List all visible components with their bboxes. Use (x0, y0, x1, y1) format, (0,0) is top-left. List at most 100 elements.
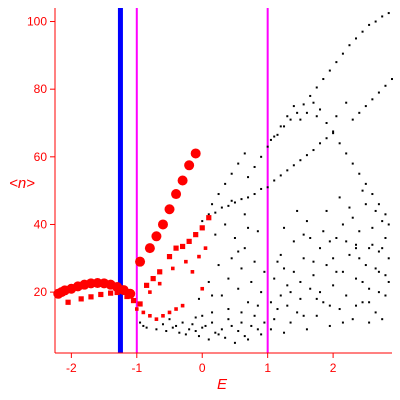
black-point (197, 297, 200, 300)
black-point (286, 169, 289, 172)
red-circle-point (164, 204, 175, 215)
black-point (247, 196, 250, 199)
black-point (341, 52, 344, 55)
black-point (194, 330, 197, 333)
black-point (335, 115, 338, 118)
black-point (283, 331, 286, 334)
black-point (332, 130, 335, 133)
black-point (201, 326, 204, 329)
black-point (328, 69, 331, 72)
black-point (361, 301, 364, 304)
black-point (305, 220, 308, 223)
black-point (368, 321, 371, 324)
red-square-point (167, 310, 172, 315)
x-tick-label: -2 (66, 361, 77, 375)
red-point-series (53, 148, 212, 321)
red-circle-point (184, 160, 195, 171)
black-point (283, 226, 286, 229)
black-point (351, 318, 354, 321)
black-point (227, 308, 230, 311)
red-square-point (206, 215, 212, 221)
black-point (384, 237, 387, 239)
black-point (191, 323, 194, 326)
black-point (161, 323, 164, 326)
black-point (260, 291, 263, 294)
red-square-point (180, 303, 185, 308)
black-point (243, 152, 246, 155)
black-point (348, 253, 351, 256)
black-point (384, 84, 387, 87)
black-point (381, 220, 384, 223)
black-point (286, 115, 289, 118)
black-point (260, 155, 263, 158)
red-square-point (199, 225, 205, 231)
black-point (233, 341, 236, 344)
black-point (309, 287, 312, 290)
black-point (230, 257, 233, 260)
black-point (312, 260, 315, 263)
black-point (328, 240, 331, 243)
black-point (315, 314, 318, 317)
black-point (355, 277, 358, 280)
black-point (377, 291, 380, 294)
black-point (247, 176, 250, 179)
black-point (358, 172, 361, 175)
black-point (227, 318, 230, 321)
red-square-point (130, 297, 137, 304)
black-point (387, 12, 390, 15)
black-point (253, 314, 256, 317)
black-point (260, 333, 263, 336)
y-tick-label: 100 (27, 15, 47, 29)
black-point (384, 213, 387, 216)
black-point (302, 314, 305, 317)
black-point (364, 203, 367, 206)
x-tick-label: 2 (330, 361, 337, 375)
black-point (155, 328, 158, 331)
black-point (364, 105, 367, 108)
black-point (355, 304, 358, 307)
black-point (381, 15, 384, 18)
black-point (381, 247, 384, 250)
black-point (263, 270, 266, 273)
red-square-point (170, 266, 175, 271)
black-point (319, 108, 322, 111)
black-point (250, 324, 253, 327)
black-point (384, 294, 387, 297)
black-point (168, 318, 171, 321)
black-point (266, 186, 269, 189)
black-point (361, 30, 364, 33)
red-square-point (157, 281, 162, 286)
black-point (358, 257, 361, 260)
black-point (243, 247, 246, 250)
black-point (325, 137, 328, 140)
black-point (364, 264, 367, 267)
black-point (368, 247, 371, 250)
black-point (142, 324, 145, 327)
black-point (240, 311, 243, 314)
black-point (266, 145, 269, 148)
black-point (279, 125, 282, 128)
black-point (269, 328, 272, 331)
red-square-point (161, 313, 165, 318)
black-point (371, 243, 374, 246)
black-point (263, 321, 266, 324)
black-point (299, 159, 302, 162)
black-point (355, 37, 358, 40)
red-square-point (180, 243, 186, 250)
red-square-point (134, 307, 139, 311)
black-point (230, 199, 233, 202)
x-tick-label: 1 (264, 361, 271, 375)
black-point (299, 118, 302, 121)
black-point (237, 330, 240, 333)
black-point (377, 91, 380, 94)
red-square-point (108, 290, 114, 296)
black-point (355, 247, 358, 250)
black-point (309, 94, 312, 97)
black-point (305, 154, 308, 157)
red-square-point (150, 275, 156, 282)
red-circle-point (157, 219, 168, 230)
red-square-point (203, 246, 208, 250)
red-square-point (184, 259, 188, 264)
y-tick-label: 20 (34, 285, 48, 299)
black-point (233, 237, 236, 239)
